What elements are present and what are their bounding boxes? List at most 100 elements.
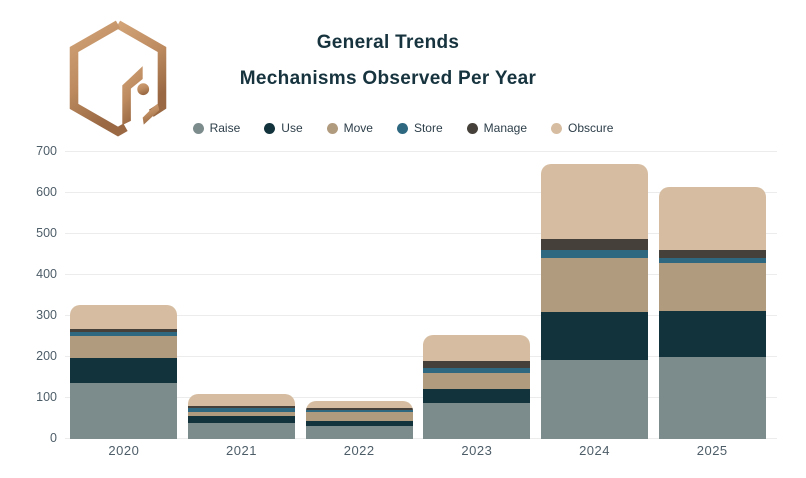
bar-slot-2025 bbox=[653, 152, 771, 439]
legend-label: Obscure bbox=[568, 121, 614, 135]
bar-segment-2023-use[interactable] bbox=[423, 388, 531, 403]
legend-dot-icon bbox=[326, 122, 338, 134]
bar-segment-2021-manage[interactable] bbox=[188, 405, 295, 409]
legend-label: Move bbox=[343, 121, 373, 135]
y-axis-tick-label: 200 bbox=[36, 349, 57, 363]
y-axis-tick-label: 100 bbox=[36, 390, 57, 404]
bar-segment-2021-move[interactable] bbox=[188, 411, 295, 417]
bar-segment-2020-raise[interactable] bbox=[70, 382, 178, 439]
bar-segment-2023-obscure[interactable] bbox=[423, 334, 531, 362]
bar-segment-2022-raise[interactable] bbox=[305, 425, 413, 439]
gridline-500: 500 bbox=[36, 226, 777, 240]
logo-sliver bbox=[142, 103, 160, 125]
bars-row bbox=[65, 152, 771, 439]
hexagon-brand-logo-icon bbox=[69, 20, 167, 137]
gridline-600: 600 bbox=[36, 185, 777, 199]
bar-segment-2023-store[interactable] bbox=[423, 367, 531, 373]
gridline-200: 200 bbox=[36, 349, 777, 363]
bar-segment-2020-manage[interactable] bbox=[70, 328, 178, 333]
x-axis-label-2023: 2023 bbox=[461, 443, 493, 458]
bar-segment-2025-obscure[interactable] bbox=[658, 186, 766, 250]
x-axis-label-2024: 2024 bbox=[579, 443, 610, 458]
legend-dot-icon bbox=[396, 122, 408, 134]
chart-title: General Trends bbox=[316, 32, 460, 53]
legend-label: Raise bbox=[209, 121, 241, 135]
gridline-400: 400 bbox=[36, 267, 777, 281]
bar-slot-2021 bbox=[183, 152, 301, 439]
bar-segment-2020-use[interactable] bbox=[70, 358, 178, 383]
legend-label: Use bbox=[281, 121, 303, 135]
bar-segment-2021-obscure[interactable] bbox=[188, 393, 295, 406]
plot-area: 700 600 500 400 300 200 100 0 bbox=[36, 144, 777, 445]
bar-segment-2025-store[interactable] bbox=[658, 257, 766, 263]
bar-segment-2021-use[interactable] bbox=[188, 416, 295, 423]
legend-label: Manage bbox=[483, 121, 528, 135]
legend-dot-icon bbox=[466, 122, 478, 134]
x-axis-label-2022: 2022 bbox=[343, 443, 375, 458]
x-axis-label-2021: 2021 bbox=[226, 443, 257, 458]
stacked-bar-2022[interactable] bbox=[305, 400, 413, 439]
x-axis-label-2025: 2025 bbox=[696, 443, 728, 458]
bar-segment-2023-raise[interactable] bbox=[423, 402, 531, 439]
legend-item-move[interactable]: Move bbox=[326, 121, 373, 135]
bar-segment-2020-store[interactable] bbox=[70, 332, 178, 337]
gridline-700: 700 bbox=[36, 144, 777, 158]
legend-item-obscure[interactable]: Obscure bbox=[551, 121, 613, 135]
bar-segment-2022-store[interactable] bbox=[305, 410, 413, 413]
x-axis-label-2020: 2020 bbox=[108, 443, 140, 458]
bar-segment-2021-store[interactable] bbox=[188, 408, 295, 412]
legend-item-manage[interactable]: Manage bbox=[466, 121, 528, 135]
legend-label: Store bbox=[413, 121, 443, 135]
chart-legend: Raise Use Move Store Manage Obscure bbox=[0, 121, 806, 135]
bar-segment-2024-raise[interactable] bbox=[541, 359, 649, 439]
y-axis-tick-label: 700 bbox=[36, 144, 57, 158]
gridline-0: 0 bbox=[50, 431, 777, 445]
bar-segment-2020-move[interactable] bbox=[70, 336, 178, 359]
stacked-bar-2020[interactable] bbox=[70, 305, 178, 439]
bar-segment-2024-obscure[interactable] bbox=[541, 164, 649, 240]
bar-segment-2023-manage[interactable] bbox=[423, 361, 531, 368]
stacked-bar-2021[interactable] bbox=[188, 393, 295, 439]
legend-dot-icon bbox=[551, 122, 563, 134]
y-axis-tick-label: 300 bbox=[36, 308, 57, 322]
bar-segment-2022-obscure[interactable] bbox=[305, 400, 413, 409]
y-axis-tick-label: 0 bbox=[50, 431, 57, 445]
y-axis-tick-label: 400 bbox=[36, 267, 57, 281]
bar-segment-2020-obscure[interactable] bbox=[70, 305, 178, 329]
logo-flag-glyph bbox=[122, 66, 143, 126]
bar-segment-2022-manage[interactable] bbox=[305, 408, 413, 411]
chart-subtitle: Mechanisms Observed Per Year bbox=[239, 68, 537, 89]
legend-item-store[interactable]: Store bbox=[396, 121, 443, 135]
bar-segment-2025-manage[interactable] bbox=[658, 249, 766, 258]
gridline-100: 100 bbox=[36, 390, 777, 404]
stacked-bar-2025[interactable] bbox=[658, 186, 766, 439]
legend-item-use[interactable]: Use bbox=[264, 121, 303, 135]
bar-segment-2024-store[interactable] bbox=[541, 250, 649, 258]
bar-segment-2021-raise[interactable] bbox=[188, 422, 295, 439]
bar-slot-2022 bbox=[300, 152, 418, 439]
bar-segment-2025-move[interactable] bbox=[658, 262, 766, 311]
stacked-bar-2024[interactable] bbox=[541, 164, 649, 439]
gridline-300: 300 bbox=[36, 308, 777, 322]
bar-slot-2023 bbox=[418, 152, 536, 439]
hexagon-outline-left bbox=[69, 20, 128, 137]
bar-segment-2024-move[interactable] bbox=[541, 257, 649, 313]
bar-segment-2025-raise[interactable] bbox=[658, 357, 766, 439]
legend-dot-icon bbox=[192, 122, 204, 134]
bar-segment-2024-manage[interactable] bbox=[541, 239, 649, 251]
bar-segment-2025-use[interactable] bbox=[658, 310, 766, 357]
legend-item-raise[interactable]: Raise bbox=[192, 121, 241, 135]
y-axis-tick-label: 500 bbox=[36, 226, 57, 240]
bar-segment-2022-use[interactable] bbox=[305, 421, 413, 426]
legend-dot-icon bbox=[264, 122, 276, 134]
bar-segment-2024-use[interactable] bbox=[541, 312, 649, 360]
stacked-bar-2023[interactable] bbox=[423, 334, 531, 439]
bar-segment-2023-move[interactable] bbox=[423, 373, 531, 389]
y-axis-tick-label: 600 bbox=[36, 185, 57, 199]
x-axis-labels: 2020 2021 2022 2023 2024 2025 bbox=[65, 443, 771, 458]
logo-dot bbox=[137, 83, 150, 96]
bar-slot-2024 bbox=[536, 152, 654, 439]
bar-segment-2022-move[interactable] bbox=[305, 412, 413, 422]
bar-slot-2020 bbox=[65, 152, 183, 439]
